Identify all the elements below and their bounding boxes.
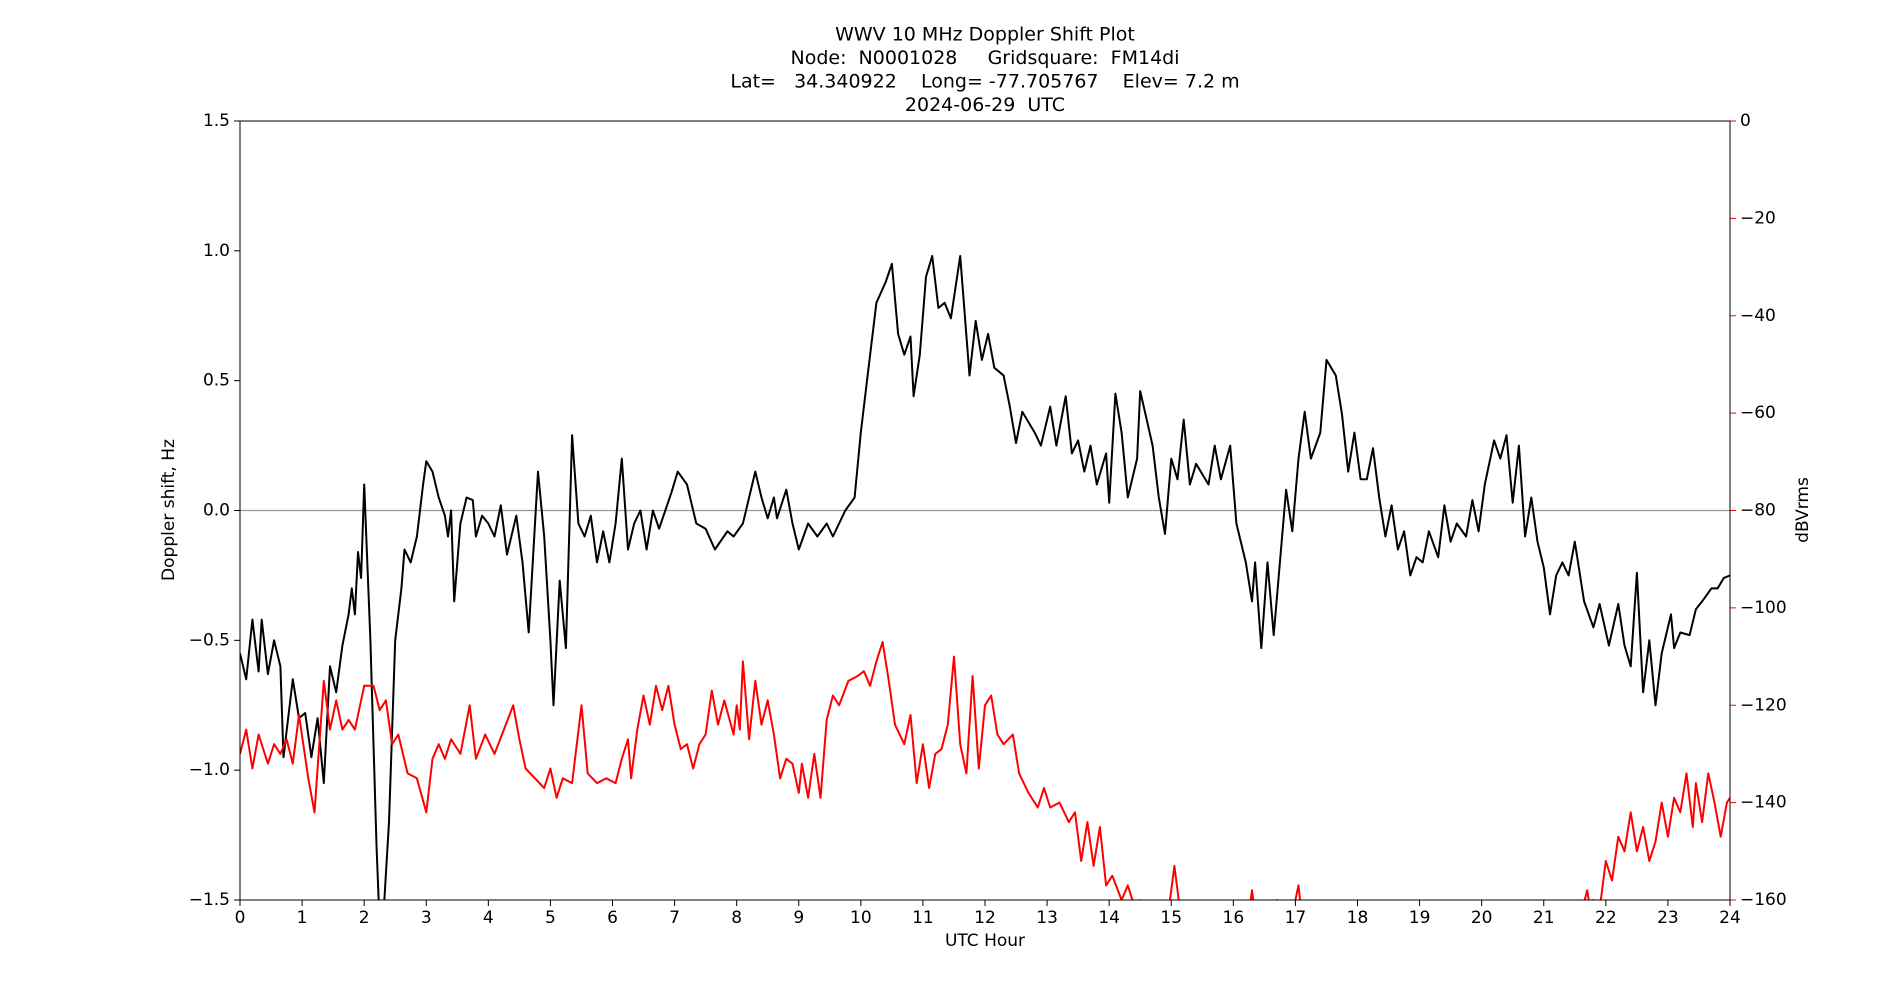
x-tick-label: 17 [1285, 908, 1307, 928]
x-tick-label: 22 [1595, 908, 1617, 928]
y-tick-label: −0.5 [189, 630, 230, 650]
x-tick-label: 1 [297, 908, 308, 928]
x-tick-label: 19 [1409, 908, 1431, 928]
chart-title: 2024-06-29 UTC [905, 94, 1065, 116]
y-tick-label: 1.0 [203, 241, 230, 261]
x-tick-label: 10 [850, 908, 872, 928]
y2-tick-label: −160 [1740, 890, 1787, 910]
x-tick-label: 12 [974, 908, 996, 928]
x-tick-label: 7 [669, 908, 680, 928]
series-line [240, 255, 1730, 900]
y-tick-label: 0.0 [203, 501, 230, 521]
y2-axis-label: dBVrms [1793, 477, 1813, 543]
y2-tick-label: −140 [1740, 793, 1787, 813]
x-axis-label: UTC Hour [945, 931, 1025, 951]
y2-tick-label: −80 [1740, 501, 1776, 521]
x-tick-label: 13 [1036, 908, 1058, 928]
x-tick-label: 21 [1533, 908, 1555, 928]
x-tick-label: 9 [793, 908, 804, 928]
x-tick-label: 20 [1471, 908, 1493, 928]
y2-tick-label: −100 [1740, 598, 1787, 618]
x-tick-label: 5 [545, 908, 556, 928]
y2-tick-label: 0 [1740, 111, 1751, 131]
plot-area [240, 255, 1730, 900]
plot-frame [239, 120, 1731, 901]
x-tick-label: 16 [1223, 908, 1245, 928]
x-tick-label: 8 [731, 908, 742, 928]
chart-title: Lat= 34.340922 Long= -77.705767 Elev= 7.… [730, 71, 1239, 93]
x-tick-label: 14 [1098, 908, 1120, 928]
x-tick-label: 18 [1347, 908, 1369, 928]
y-axis-label: Doppler shift, Hz [159, 439, 179, 581]
x-tick-label: 0 [235, 908, 246, 928]
y-tick-label: −1.0 [189, 760, 230, 780]
chart-title: Node: N0001028 Gridsquare: FM14di [790, 47, 1179, 69]
chart-title: WWV 10 MHz Doppler Shift Plot [835, 24, 1135, 46]
x-tick-label: 11 [912, 908, 934, 928]
y2-tick-label: −120 [1740, 695, 1787, 715]
y2-tick-label: −40 [1740, 306, 1776, 326]
y-tick-label: −1.5 [189, 890, 230, 910]
y2-tick-label: −20 [1740, 208, 1776, 228]
series-line [240, 641, 1730, 900]
y-tick-label: 1.5 [203, 111, 230, 131]
y-tick-label: 0.5 [203, 371, 230, 391]
x-tick-label: 23 [1657, 908, 1679, 928]
x-tick-label: 24 [1719, 908, 1741, 928]
y2-tick-label: −60 [1740, 403, 1776, 423]
x-tick-label: 15 [1160, 908, 1182, 928]
x-tick-label: 2 [359, 908, 370, 928]
x-tick-label: 4 [483, 908, 494, 928]
x-tick-label: 3 [421, 908, 432, 928]
x-tick-label: 6 [607, 908, 618, 928]
